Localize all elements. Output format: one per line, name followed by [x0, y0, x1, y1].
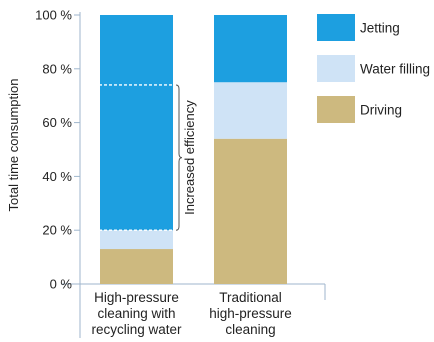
- y-tick-label: 40 %: [42, 169, 72, 184]
- category-label-1: High-pressure cleaning with recycling wate…: [91, 290, 182, 337]
- bar-water-filling-1: [100, 230, 173, 250]
- efficiency-annotation: Increased efficiency: [99, 84, 197, 231]
- category-labels: High-pressure cleaning with recycling wate…: [91, 290, 291, 337]
- bar-jetting-1: [100, 15, 173, 231]
- y-tick-label: 60 %: [42, 115, 72, 130]
- bars: [100, 15, 287, 284]
- legend: Jetting Water filling Driving: [317, 14, 430, 123]
- annotation-label: Increased efficiency: [182, 100, 197, 215]
- legend-label-driving: Driving: [360, 103, 402, 118]
- legend-swatch-driving: [317, 96, 355, 123]
- legend-label-water-filling: Water filling: [360, 62, 430, 77]
- y-axis-label: Total time consumption: [6, 79, 21, 212]
- y-tick-label: 20 %: [42, 223, 72, 238]
- bar-jetting-2: [214, 15, 287, 83]
- category-label-2: Traditional high-pressure cleaning: [209, 290, 292, 337]
- bar-driving-2: [214, 138, 287, 284]
- legend-swatch-water-filling: [317, 55, 355, 82]
- legend-swatch-jetting: [317, 14, 355, 41]
- bar-water-filling-2: [214, 82, 287, 139]
- bar-driving-1: [100, 249, 173, 284]
- legend-label-jetting: Jetting: [360, 21, 400, 36]
- y-axis-label-group: Total time consumption: [6, 79, 21, 212]
- annotation-brace: [175, 84, 183, 231]
- y-ticks: 0 % 20 % 40 % 60 % 80 % 100 %: [35, 8, 80, 292]
- y-tick-label: 0 %: [50, 277, 73, 292]
- y-tick-label: 80 %: [42, 61, 72, 76]
- y-tick-label: 100 %: [35, 8, 72, 23]
